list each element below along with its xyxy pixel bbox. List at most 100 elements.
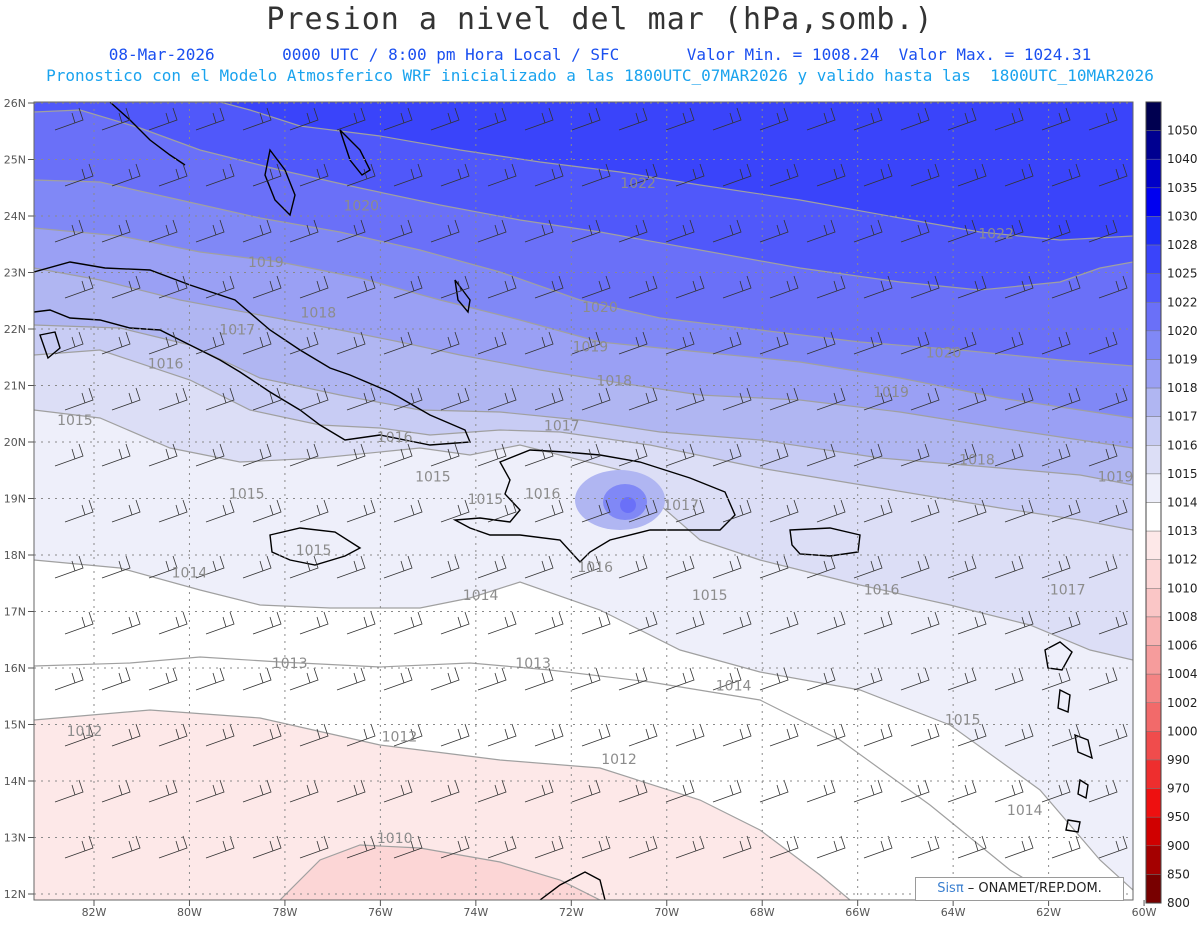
map-frame xyxy=(33,101,1134,901)
contour-label: 1016 xyxy=(148,357,184,373)
wind-barb xyxy=(111,499,141,523)
colorbar-swatch xyxy=(1145,473,1162,503)
wind-barb xyxy=(148,443,178,467)
contour-label: 1015 xyxy=(57,413,93,429)
wind-barb xyxy=(957,275,987,299)
wind-barb xyxy=(477,667,507,691)
wind-barbs xyxy=(54,107,1128,859)
wind-barb xyxy=(618,331,648,355)
colorbar-swatch xyxy=(1145,616,1162,646)
wind-barb xyxy=(195,107,225,131)
isobar-1022 xyxy=(34,109,1133,291)
wind-barb xyxy=(383,219,413,243)
wind-barb xyxy=(477,443,507,467)
wind-barb xyxy=(900,667,930,691)
wind-barb xyxy=(1088,107,1118,131)
wind-barb xyxy=(628,723,658,747)
lon-label: 80W xyxy=(177,906,202,919)
wind-barb xyxy=(910,387,940,411)
colorbar-label: 1022 xyxy=(1167,295,1198,309)
wind-barb xyxy=(111,835,141,859)
wind-barb xyxy=(440,611,470,635)
wind-barb xyxy=(853,667,883,691)
wind-barb xyxy=(863,835,893,859)
bahamas-long xyxy=(454,279,471,314)
wind-barb xyxy=(101,667,131,691)
wind-barb xyxy=(477,555,507,579)
wind-barb xyxy=(1051,387,1081,411)
wind-barb xyxy=(1098,499,1128,523)
wind-barb xyxy=(195,331,225,355)
axis-ticks xyxy=(28,102,1145,906)
wind-barb xyxy=(571,107,601,131)
wind-barb xyxy=(571,219,601,243)
wind-barb xyxy=(675,387,705,411)
wind-barb xyxy=(853,443,883,467)
wind-barb xyxy=(1041,779,1071,803)
wind-barb xyxy=(336,107,366,131)
colorbar-swatch xyxy=(1145,874,1162,904)
wind-barb xyxy=(675,835,705,859)
subtitle-line-1: 08-Mar-2026 0000 UTC / 8:00 pm Hora Loca… xyxy=(0,45,1200,64)
wind-barb xyxy=(571,443,601,467)
wind-barb xyxy=(665,779,695,803)
wind-barb xyxy=(524,443,554,467)
pressure-band-1010 xyxy=(280,845,600,900)
wind-barb xyxy=(148,219,178,243)
lat-lon-grid xyxy=(34,102,1133,900)
wind-barb xyxy=(581,387,611,411)
wind-barb xyxy=(252,723,282,747)
colorbar-frame xyxy=(1145,101,1162,904)
wind-barb xyxy=(1098,163,1128,187)
wind-barb xyxy=(195,667,225,691)
colorbar-swatch xyxy=(1145,673,1162,704)
contour-label: 1010 xyxy=(377,831,413,847)
wind-barb xyxy=(440,387,470,411)
wind-barb xyxy=(477,219,507,243)
wind-barb xyxy=(289,219,319,243)
wind-barb xyxy=(816,275,846,299)
wind-barb xyxy=(101,779,131,803)
wind-barb xyxy=(242,779,272,803)
wind-barb xyxy=(393,275,423,299)
wind-barb xyxy=(853,331,883,355)
colorbar-swatch xyxy=(1145,702,1162,732)
wind-barb xyxy=(487,835,517,859)
lat-label: 16N xyxy=(4,662,26,675)
bahamas-eleuthera xyxy=(339,129,371,176)
wind-barb xyxy=(1004,387,1034,411)
colorbar-swatch xyxy=(1145,101,1162,131)
colorbar-label: 1008 xyxy=(1167,610,1198,624)
wind-barb xyxy=(64,835,94,859)
wind-barb xyxy=(346,499,376,523)
colorbar-swatch xyxy=(1145,502,1162,532)
wind-barb xyxy=(336,667,366,691)
colorbar-swatch xyxy=(1145,302,1162,332)
wind-barb xyxy=(205,387,235,411)
wind-barb xyxy=(430,667,460,691)
wind-barb xyxy=(242,667,272,691)
wind-barb xyxy=(534,611,564,635)
wind-barb xyxy=(1088,779,1118,803)
wind-barb xyxy=(383,779,413,803)
wind-barb xyxy=(299,723,329,747)
wind-barb xyxy=(947,667,977,691)
lat-label: 12N xyxy=(4,888,26,901)
wind-barb xyxy=(769,387,799,411)
wind-barb xyxy=(1051,275,1081,299)
wind-barb xyxy=(195,555,225,579)
wind-barb xyxy=(111,611,141,635)
wind-barb xyxy=(712,443,742,467)
wind-barb xyxy=(628,499,658,523)
wind-barb xyxy=(900,331,930,355)
wind-barb xyxy=(806,667,836,691)
wind-barb xyxy=(806,219,836,243)
isobar-1019 xyxy=(34,227,1133,419)
colorbar-swatch xyxy=(1145,416,1162,446)
wind-barb xyxy=(383,107,413,131)
wind-barb xyxy=(806,555,836,579)
isobar-1015 xyxy=(34,409,1133,661)
wind-barb xyxy=(64,163,94,187)
wind-barb xyxy=(430,443,460,467)
wind-barb xyxy=(524,779,554,803)
